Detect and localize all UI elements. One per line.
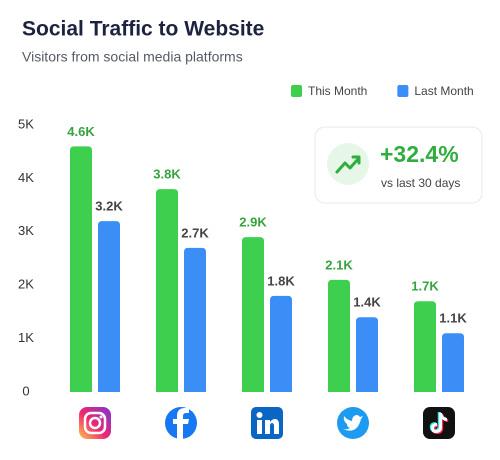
y-tick-label: 0 [22,383,29,398]
value-label: 2.9K [239,215,267,230]
legend-label: This Month [308,84,367,98]
icon-part [343,415,363,431]
platform-icon [423,407,455,439]
icon-part [83,411,107,435]
callout-value: +32.4% [380,141,459,167]
platform-icon [79,407,111,439]
bar [356,317,378,392]
platform-icon [251,407,283,439]
value-label: 2.7K [181,225,209,240]
value-label: 2.1K [325,257,353,272]
bar [184,247,206,392]
y-tick-label: 2K [18,277,34,292]
icon-part [99,415,103,419]
bar [442,333,464,392]
callout: +32.4% vs last 30 days [314,126,483,204]
legend-swatch [291,85,302,97]
bar [156,189,178,392]
value-label: 3.2K [95,199,123,214]
y-tick-label: 5K [18,116,34,131]
bar [414,301,436,392]
callout-subtext: vs last 30 days [381,176,460,190]
icon-part [265,419,279,434]
value-label: 3.8K [153,167,181,182]
value-label: 1.7K [411,279,439,294]
y-tick-label: 4K [18,170,34,185]
icon-part [256,412,263,418]
value-label: 1.1K [439,311,467,326]
chart-subtitle: Visitors from social media platforms [22,49,243,65]
value-label: 1.8K [267,273,295,288]
bar [70,146,92,392]
bar [328,279,350,392]
value-label: 4.6K [67,124,95,139]
bar [242,237,264,392]
trend-icon [335,155,361,174]
legend-label: Last Month [414,84,473,98]
icon-part [257,420,262,434]
bar [270,295,292,392]
legend-swatch [397,85,409,97]
y-tick-label: 3K [18,223,34,238]
chart-title: Social Traffic to Website [22,18,264,41]
icon-part [431,413,447,433]
value-label: 1.4K [353,295,381,310]
bar [98,221,120,392]
y-tick-label: 1K [18,330,34,345]
icon-part [173,408,189,439]
platform-icon [337,407,369,439]
platform-icon [165,407,197,439]
icon-part [88,416,102,430]
